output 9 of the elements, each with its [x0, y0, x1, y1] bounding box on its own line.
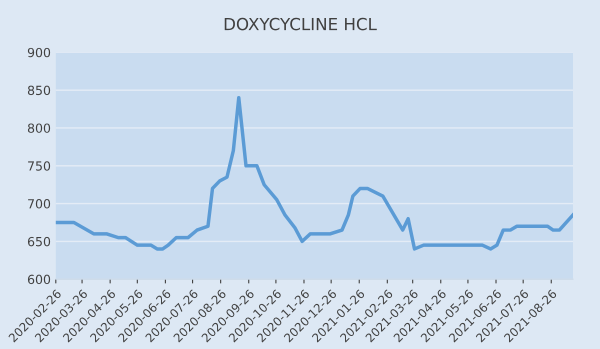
y-tick-label: 850	[28, 86, 50, 96]
line-series	[56, 96, 573, 251]
chart-title: DOXYCYCLINE HCL	[224, 18, 377, 30]
y-tick-label: 700	[28, 199, 50, 209]
y-tick-label: 800	[28, 123, 50, 133]
y-tick-label: 650	[28, 236, 50, 246]
y-tick-label: 750	[28, 161, 50, 171]
y-tick-label: 600	[28, 274, 50, 284]
y-tick-label: 900	[28, 48, 50, 58]
